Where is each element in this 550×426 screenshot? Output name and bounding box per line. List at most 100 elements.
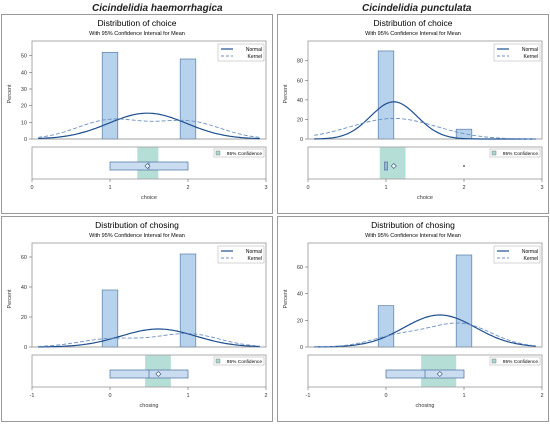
chart-title: Distribution of chosing	[371, 220, 455, 230]
chart-subtitle: With 95% Confidence Interval for Mean	[89, 31, 185, 37]
y-tick-label: 20	[21, 315, 27, 321]
ci-legend-swatch	[491, 150, 497, 156]
ci-legend-label: 95% Confidence	[503, 151, 539, 157]
y-tick-label: 40	[297, 292, 303, 298]
ci-legend-box	[213, 356, 265, 366]
legend-normal-label: Normal	[246, 47, 262, 53]
chart-subtitle: With 95% Confidence Interval for Mean	[365, 233, 461, 239]
species-label-left: Cicindelidia haemorrhagica	[92, 3, 223, 14]
ci-legend-box	[213, 148, 265, 158]
kernel-curve	[314, 118, 536, 140]
x-tick-label: 1	[186, 393, 189, 399]
chart-svg-bottom-right: Distribution of chosing With 95% Confiden…	[283, 220, 544, 409]
normal-curve	[314, 314, 536, 348]
y-tick-label: 30	[21, 87, 27, 93]
normal-curve	[38, 112, 260, 140]
histogram-bar	[455, 254, 473, 348]
legend-box	[493, 43, 541, 62]
legend-kernel-label: Kernel	[248, 256, 262, 262]
chart-panel-top-right: Distribution of choice With 95% Confidenc…	[277, 14, 549, 214]
legend-kernel-label: Kernel	[524, 256, 538, 262]
x-tick-label: 2	[186, 185, 189, 191]
y-tick-label: 60	[21, 255, 27, 261]
y-axis-label: Percent	[7, 84, 13, 103]
histogram-bar	[455, 128, 473, 140]
x-tick-label: 3	[264, 185, 267, 191]
ci-legend-swatch	[215, 358, 221, 364]
y-axis-label: Percent	[7, 289, 13, 308]
ci-legend-swatch	[491, 358, 497, 364]
histogram-bar	[377, 50, 395, 140]
x-tick-label: 0	[306, 185, 309, 191]
chart-panel-top-left: Distribution of choice With 95% Confidenc…	[1, 14, 273, 214]
chart-subtitle: With 95% Confidence Interval for Mean	[89, 233, 185, 239]
chart-panel-bottom-left: Distribution of chosing With 95% Confiden…	[1, 216, 273, 422]
histogram-bar	[179, 253, 197, 348]
ci-legend-box	[489, 356, 541, 366]
y-tick-label: 0	[300, 137, 303, 143]
ci-legend-label: 95% Confidence	[227, 359, 263, 365]
y-tick-label: 20	[297, 318, 303, 324]
mean-marker	[144, 163, 151, 169]
chart-svg-top-right: Distribution of choice With 95% Confidenc…	[283, 18, 544, 201]
ci-legend-swatch	[215, 150, 221, 156]
x-axis-label: chosing	[140, 403, 159, 409]
y-tick-label: 50	[21, 54, 27, 60]
y-tick-label: 0	[300, 345, 303, 351]
kernel-curve	[38, 118, 260, 138]
normal-curve	[38, 328, 260, 348]
y-tick-label: 40	[297, 98, 303, 104]
legend-normal-label: Normal	[522, 249, 538, 255]
ci-band	[379, 147, 406, 179]
legend-box	[493, 245, 541, 264]
legend-kernel-label: Kernel	[248, 54, 262, 60]
y-axis-label: Percent	[283, 84, 289, 103]
chart-title: Distribution of choice	[98, 18, 177, 28]
y-tick-label: 40	[21, 70, 27, 76]
boxplot-frame	[307, 146, 543, 180]
y-tick-label: 60	[297, 265, 303, 271]
boxplot-frame	[307, 354, 543, 388]
outlier-point	[463, 165, 465, 167]
x-axis-label: choice	[417, 195, 433, 201]
mean-marker	[155, 371, 162, 377]
x-tick-label: 2	[462, 185, 465, 191]
boxplot-frame	[31, 354, 267, 388]
x-tick-label: 0	[108, 393, 111, 399]
y-tick-label: 20	[21, 104, 27, 110]
histogram-bar	[101, 51, 119, 140]
y-axis-label: Percent	[283, 289, 289, 308]
legend-box	[217, 43, 265, 62]
legend-normal-label: Normal	[522, 47, 538, 53]
x-tick-label: 2	[264, 393, 267, 399]
chart-panel-bottom-right: Distribution of chosing With 95% Confiden…	[277, 216, 549, 422]
x-axis-label: choice	[141, 195, 157, 201]
y-tick-label: 60	[297, 78, 303, 84]
x-tick-label: 1	[384, 185, 387, 191]
kernel-curve	[38, 333, 260, 347]
histogram-bar	[179, 58, 197, 140]
y-tick-label: 80	[297, 59, 303, 65]
chart-title: Distribution of choice	[374, 18, 453, 28]
x-tick-label: 1	[462, 393, 465, 399]
x-tick-label: -1	[30, 393, 35, 399]
x-tick-label: 0	[384, 393, 387, 399]
x-tick-label: 3	[540, 185, 543, 191]
y-tick-label: 20	[297, 117, 303, 123]
x-tick-label: -1	[306, 393, 311, 399]
kernel-curve	[314, 322, 536, 348]
x-tick-label: 0	[30, 185, 33, 191]
ci-legend-box	[489, 148, 541, 158]
species-label-right: Cicindelidia punctulata	[362, 3, 472, 14]
y-tick-label: 40	[21, 285, 27, 291]
chart-title: Distribution of chosing	[95, 220, 179, 230]
mean-marker	[390, 163, 397, 169]
ci-legend-label: 95% Confidence	[227, 151, 263, 157]
x-tick-label: 2	[540, 393, 543, 399]
normal-curve	[314, 101, 536, 140]
legend-kernel-label: Kernel	[524, 54, 538, 60]
legend-normal-label: Normal	[246, 249, 262, 255]
x-tick-label: 1	[108, 185, 111, 191]
boxplot-frame	[31, 146, 267, 180]
y-tick-label: 10	[21, 120, 27, 126]
